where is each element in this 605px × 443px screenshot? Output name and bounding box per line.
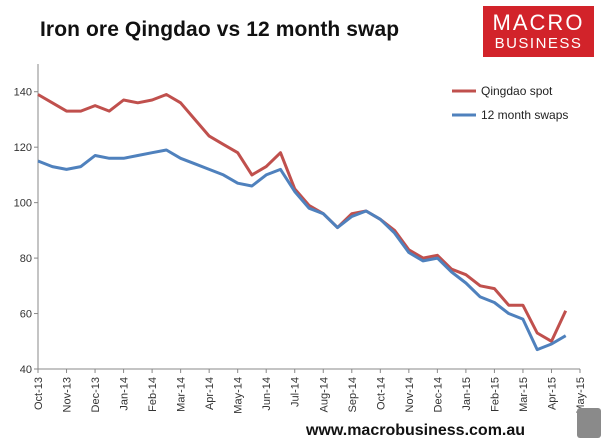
- x-tick-label: Apr-15: [546, 377, 558, 410]
- y-tick-label: 140: [14, 87, 32, 99]
- x-tick-label: Jun-14: [261, 377, 273, 411]
- y-tick-label: 100: [14, 198, 32, 210]
- chart-title: Iron ore Qingdao vs 12 month swap: [40, 18, 400, 41]
- y-tick-label: 120: [14, 142, 32, 154]
- x-tick-label: Nov-13: [62, 377, 74, 412]
- x-tick-label: Sep-14: [347, 377, 359, 412]
- x-tick-label: Feb-14: [147, 377, 159, 412]
- x-tick-label: Feb-15: [489, 377, 501, 412]
- x-tick-label: Nov-14: [404, 377, 416, 412]
- legend-label: 12 month swaps: [481, 108, 568, 122]
- x-tick-label: Oct-13: [33, 377, 45, 410]
- website-footer: www.macrobusiness.com.au: [306, 422, 526, 439]
- x-tick-label: Jan-14: [119, 377, 131, 411]
- x-tick-label: Mar-14: [176, 377, 188, 412]
- logo-line-2: BUSINESS: [494, 35, 583, 52]
- legend-label: Qingdao spot: [481, 84, 553, 98]
- x-tick-label: Apr-14: [204, 377, 216, 410]
- y-tick-label: 80: [20, 253, 32, 265]
- x-tick-label: May-14: [233, 377, 245, 414]
- x-tick-label: Jul-14: [290, 377, 302, 407]
- y-tick-label: 40: [20, 364, 32, 376]
- x-tick-label: Oct-14: [375, 377, 387, 410]
- x-tick-label: Jan-15: [461, 377, 473, 411]
- macrobusiness-logo: MACRO BUSINESS: [483, 6, 594, 57]
- wolf-mascot-icon: [577, 408, 601, 438]
- series-line-qingdao-spot: [37, 93, 568, 343]
- x-tick-label: Mar-15: [518, 377, 530, 412]
- x-tick-label: May-15: [575, 377, 587, 414]
- series-line-swaps: [37, 148, 567, 352]
- y-tick-label: 60: [20, 309, 32, 321]
- logo-line-1: MACRO: [492, 10, 585, 35]
- x-tick-label: Dec-13: [90, 377, 102, 412]
- x-tick-label: Dec-14: [432, 377, 444, 412]
- x-tick-label: Aug-14: [318, 377, 330, 412]
